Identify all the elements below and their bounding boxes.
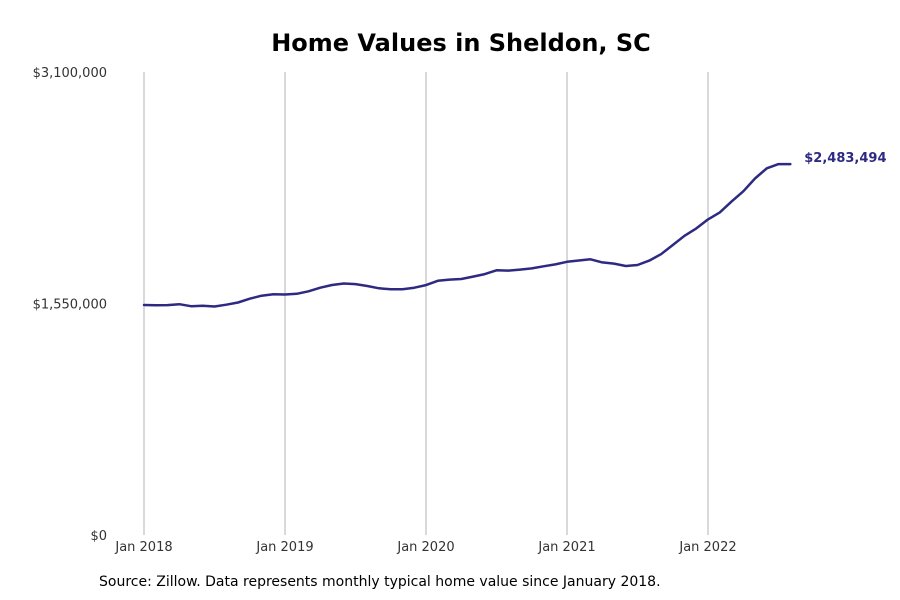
end-value-label: $2,483,494: [804, 151, 886, 166]
x-tick-label: Jan 2019: [255, 540, 313, 555]
y-tick-label: $3,100,000: [33, 66, 107, 81]
x-tick-label: Jan 2018: [114, 540, 172, 555]
x-axis-ticks: Jan 2018 Jan 2019 Jan 2020 Jan 2021 Jan 2022: [114, 540, 736, 555]
series-line: [142, 162, 792, 308]
x-tick-label: Jan 2021: [537, 540, 595, 555]
x-tick-label: Jan 2020: [396, 540, 454, 555]
y-tick-label: $1,550,000: [33, 298, 107, 313]
x-gridlines: [143, 72, 709, 535]
series-layer: [142, 162, 792, 308]
y-axis-ticks: $0 $1,550,000 $3,100,000: [33, 66, 107, 544]
source-note: Source: Zillow. Data represents monthly …: [99, 574, 661, 590]
x-tick-label: Jan 2022: [678, 540, 736, 555]
y-tick-label: $0: [90, 529, 107, 544]
chart-title: Home Values in Sheldon, SC: [271, 29, 651, 57]
